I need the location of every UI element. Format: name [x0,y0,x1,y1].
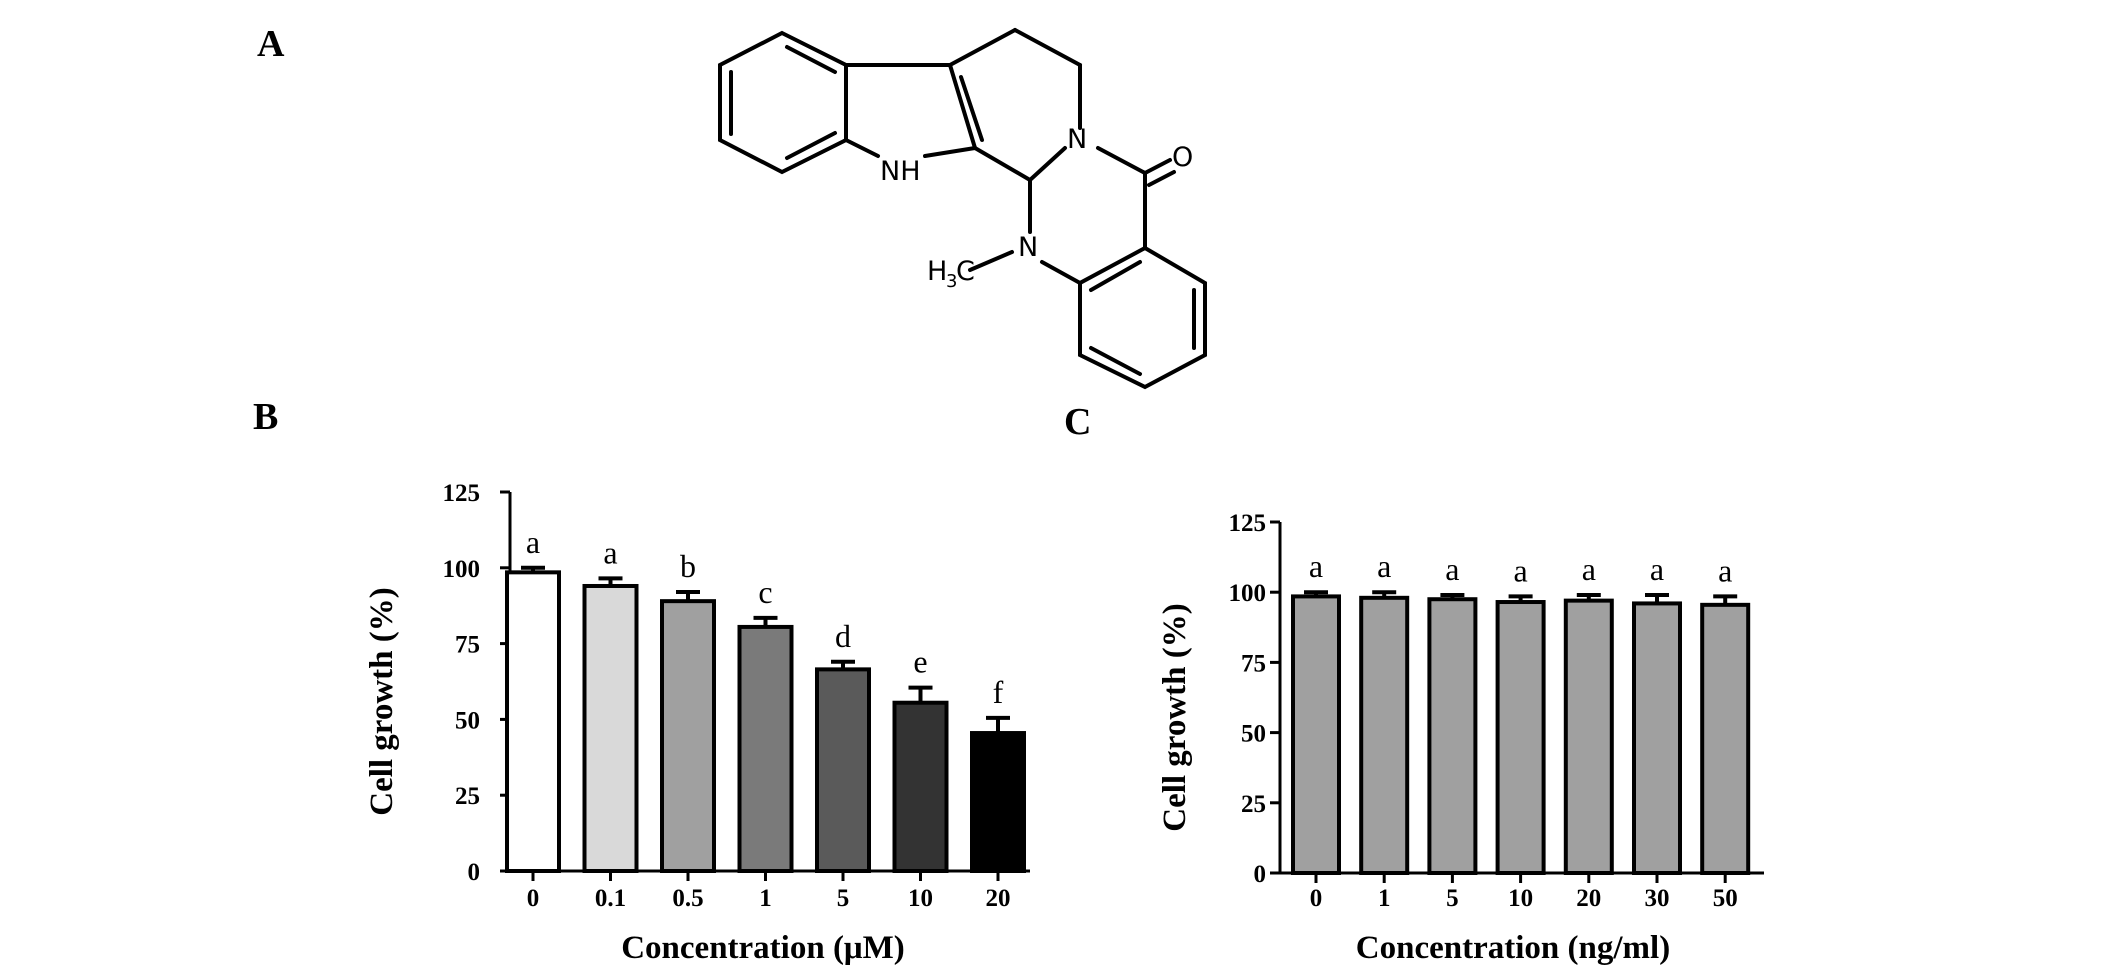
benzene-double-bond [1089,260,1142,292]
atom-oxygen: O [1172,142,1193,173]
bond [968,250,1014,272]
y-tick-label: 25 [1241,791,1266,818]
significance-letter: f [993,674,1004,710]
significance-letter: a [1718,552,1732,588]
x-tick-label: 20 [986,885,1011,912]
x-tick-label: 1 [759,885,772,912]
bond [1028,146,1067,182]
carbonyl-bond [1147,170,1176,187]
x-tick-label: 50 [1713,885,1738,912]
bond [948,63,977,150]
benzene-ring-lower [1078,245,1207,390]
atom-n-methyl: N [1018,232,1038,263]
benzene-double-bond [785,131,837,160]
atom-methyl-h: H [927,256,947,287]
x-tick-label: 0.1 [595,885,626,912]
bond [1096,146,1147,175]
significance-letter: a [526,524,540,560]
panel-label-b: B [253,396,279,438]
bond [923,146,977,158]
bar [582,583,639,873]
atom-methyl-sub: 3 [946,271,957,292]
x-tick-label: 1 [1378,885,1391,912]
significance-letter: a [1582,551,1596,587]
x-tick-label: 0.5 [672,885,703,912]
x-axis-title: Concentration (μM) [621,930,905,966]
bar [1291,594,1341,875]
bar [892,700,949,873]
y-axis-title: Cell growth (%) [364,587,400,816]
atom-nh: NH [880,156,921,187]
double-bond [959,75,984,142]
x-tick-label: 0 [1310,885,1323,912]
bond [844,138,880,158]
chemical-structure: NH N O N H 3 C [718,28,1207,390]
significance-letter: d [835,618,851,654]
x-tick-label: 5 [1446,885,1459,912]
atom-n-amide: N [1067,124,1087,155]
bar [660,599,716,873]
x-tick-label: 20 [1576,885,1601,912]
x-tick-label: 30 [1645,885,1670,912]
y-tick-label: 0 [1254,861,1267,888]
bar [1563,598,1614,876]
bar [1427,597,1478,875]
bar [1632,601,1682,875]
significance-letter: a [1513,552,1527,588]
significance-letter: a [1377,548,1391,584]
y-tick-label: 0 [468,859,481,886]
y-tick-label: 125 [1229,510,1267,537]
y-tick-label: 75 [1241,650,1266,677]
bar [1359,595,1410,875]
significance-letter: c [758,574,772,610]
panel-label-a: A [257,23,285,65]
benzene-double-bond [1089,346,1142,376]
significance-letter: a [603,534,617,570]
y-tick-label: 125 [443,480,481,507]
bar [1700,602,1751,875]
y-tick-label: 100 [443,556,481,583]
y-tick-label: 75 [455,632,480,659]
atom-methyl-c: C [956,256,975,287]
bar [1495,600,1546,875]
x-tick-label: 10 [908,885,933,912]
x-tick-label: 5 [837,885,850,912]
significance-letter: a [1445,551,1459,587]
bond [973,146,1032,182]
x-tick-label: 10 [1508,885,1533,912]
panel-label-c: C [1064,401,1092,443]
y-tick-label: 100 [1229,580,1267,607]
bond [1040,260,1082,285]
significance-letter: b [680,548,696,584]
significance-letter: e [913,644,927,680]
bond [948,28,1017,67]
y-tick-label: 50 [1241,721,1266,748]
y-tick-label: 25 [455,783,480,810]
y-axis-title: Cell growth (%) [1157,603,1193,832]
significance-letter: a [1650,551,1664,587]
carbonyl-bond [1143,158,1172,175]
significance-letter: a [1309,548,1323,584]
y-tick-label: 50 [455,707,480,734]
x-axis-title: Concentration (ng/ml) [1356,930,1670,966]
x-tick-label: 0 [527,885,540,912]
bond [1013,28,1082,67]
benzene-double-bond [785,45,837,74]
